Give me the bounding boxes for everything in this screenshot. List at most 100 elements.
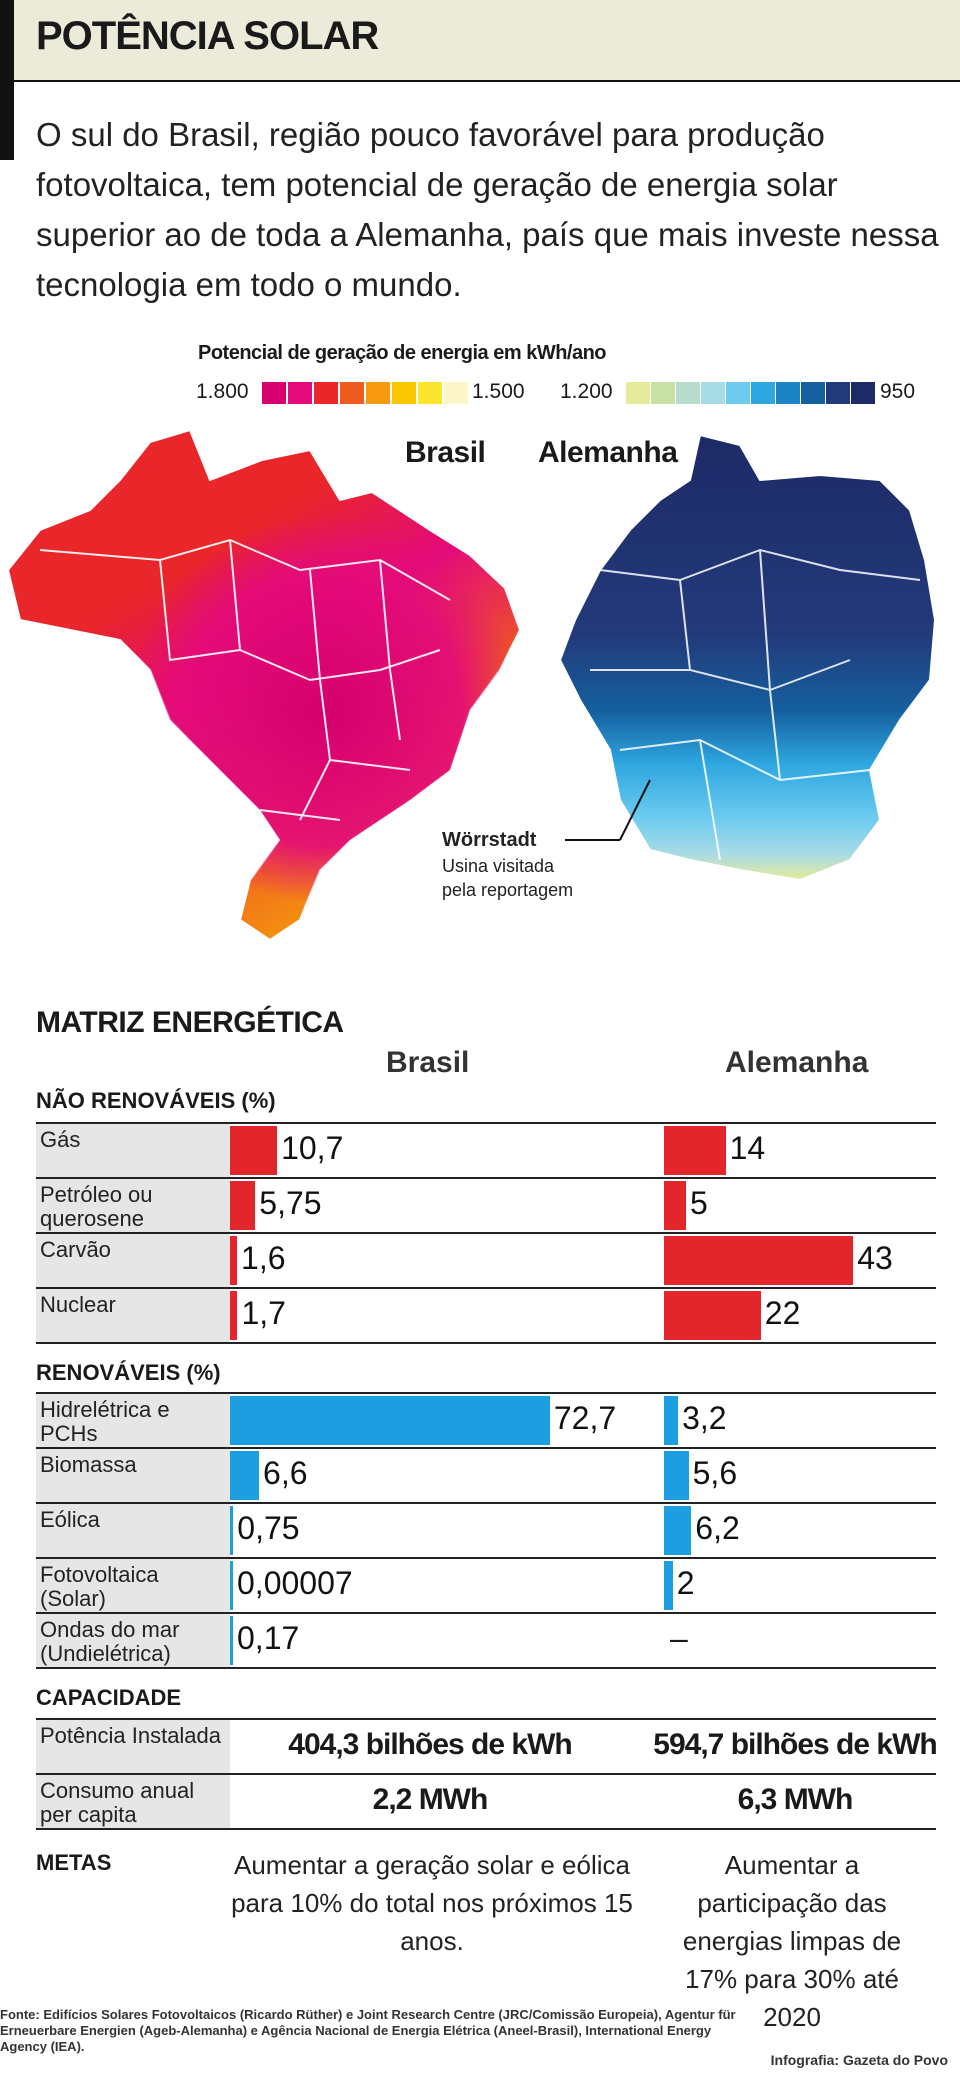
capacity-row-line — [36, 1773, 936, 1775]
renew-bar-brasil — [230, 1561, 233, 1610]
nonrenew-row-label: Petróleo ou querosene — [40, 1182, 153, 1231]
renew-label-bg — [36, 1449, 230, 1502]
capacity-row-label: Potência Instalada — [40, 1723, 222, 1748]
capacity-value-brasil: 2,2 MWh — [372, 1783, 489, 1816]
legend-label-mid2: 1.200 — [560, 380, 613, 403]
nonrenew-value-alemanha: 5 — [690, 1185, 708, 1221]
legend-swatch-cool-9 — [851, 382, 875, 404]
renew-value-alemanha: 5,6 — [692, 1455, 738, 1491]
legend-swatch-cool-1 — [651, 382, 675, 404]
col-head-alemanha: Alemanha — [725, 1046, 869, 1079]
renew-bar-brasil — [230, 1506, 234, 1555]
nonrenew-value-brasil: 1,6 — [241, 1240, 286, 1276]
nonrenew-value-alemanha: 43 — [857, 1240, 893, 1276]
legend-label-max: 1.800 — [196, 380, 249, 403]
nonrenew-label-bg — [36, 1179, 230, 1232]
renew-value-alemanha: 2 — [676, 1565, 695, 1601]
legend-title: Potencial de geração de energia em kWh/a… — [198, 342, 607, 364]
renew-label-bg — [36, 1504, 230, 1557]
source-note: Fonte: Edifícios Solares Fotovoltaicos (… — [0, 2007, 736, 2054]
renew-bar-alemanha — [664, 1506, 692, 1555]
renew-bar-brasil — [230, 1451, 260, 1500]
legend-swatch-cool-0 — [626, 382, 650, 404]
renew-label-bg — [36, 1394, 230, 1447]
renew-row-label: Fotovoltaica (Solar) — [40, 1562, 159, 1611]
nonrenew-bar-brasil — [230, 1181, 256, 1230]
renew-row-label: Eólica — [40, 1507, 100, 1532]
nonrenew-value-alemanha: 22 — [764, 1295, 801, 1331]
renew-value-brasil: 0,75 — [237, 1510, 300, 1546]
legend-swatch-warm-4 — [366, 382, 390, 404]
capacity-value-alemanha: 594,7 bilhões de kWh — [653, 1728, 937, 1761]
renew-bar-alemanha — [664, 1396, 679, 1445]
metas-brasil: Aumentar a geração solar e eólica para 1… — [231, 1850, 633, 1956]
nonrenew-row-label: Gás — [40, 1127, 81, 1152]
renew-row-line — [36, 1612, 936, 1614]
legend-swatch-cool-5 — [751, 382, 775, 404]
legend-swatch-warm-5 — [392, 382, 416, 404]
map-label-alemanha: Alemanha — [538, 436, 678, 469]
nonrenew-value-alemanha: 14 — [729, 1130, 766, 1166]
nonrenew-row-line — [36, 1287, 936, 1289]
renew-row-label: Ondas do mar (Undielétrica) — [40, 1617, 180, 1666]
maps-svg — [6, 428, 937, 942]
renew-row-line — [36, 1392, 936, 1394]
nonrenew-label-bg — [36, 1124, 230, 1177]
renew-title: RENOVÁVEIS (%) — [36, 1360, 221, 1385]
capacity-value-brasil: 404,3 bilhões de kWh — [288, 1728, 572, 1761]
nonrenew-bar-alemanha — [664, 1236, 854, 1285]
capacity-row-label: Consumo anual per capita — [40, 1778, 195, 1827]
title-divider — [14, 80, 960, 82]
nonrenew-value-brasil: 1,7 — [241, 1295, 286, 1331]
renew-row-label: Hidrelétrica e PCHs — [40, 1397, 170, 1446]
nonrenew-label-bg — [36, 1234, 230, 1287]
map-label-brasil: Brasil — [405, 436, 486, 469]
nonrenew-bar-brasil — [230, 1126, 278, 1175]
renew-bar-alemanha — [664, 1451, 689, 1500]
capacity-value-alemanha: 6,3 MWh — [737, 1783, 854, 1816]
nonrenew-title: NÃO RENOVÁVEIS (%) — [36, 1088, 276, 1113]
renew-value-brasil: 72,7 — [553, 1400, 617, 1436]
capacity-row-line — [36, 1718, 936, 1720]
credit: Infografia: Gazeta do Povo — [770, 2052, 948, 2068]
renew-row-line — [36, 1502, 936, 1504]
renew-value-alemanha: 3,2 — [682, 1400, 727, 1436]
renew-value-brasil: 0,17 — [237, 1620, 300, 1656]
renew-bar-alemanha — [664, 1561, 673, 1610]
renew-value-brasil: 0,00007 — [237, 1565, 353, 1601]
legend-swatch-warm-6 — [418, 382, 442, 404]
metas-alemanha: Aumentar a participação das energias lim… — [682, 1850, 902, 2032]
renew-row-label: Biomassa — [40, 1452, 137, 1477]
renew-value-brasil: 6,6 — [263, 1455, 308, 1491]
title-bar — [0, 0, 960, 80]
lede-text: O sul do Brasil, região pouco favorável … — [36, 116, 939, 303]
legend-swatch-warm-1 — [288, 382, 312, 404]
capacity-label-bg — [36, 1720, 230, 1773]
capacity-row-line-end — [36, 1828, 936, 1830]
legend-swatch-warm-2 — [314, 382, 338, 404]
nonrenew-label-bg — [36, 1289, 230, 1342]
page-title: POTÊNCIA SOLAR — [36, 14, 379, 58]
matrix-title: MATRIZ ENERGÉTICA — [36, 1006, 344, 1039]
renew-row-line — [36, 1557, 936, 1559]
nonrenew-row-line-end — [36, 1342, 936, 1344]
legend-label-mid1: 1.500 — [472, 380, 525, 403]
nonrenew-value-brasil: 5,75 — [259, 1185, 322, 1221]
nonrenew-bar-brasil — [230, 1236, 238, 1285]
metas-title: METAS — [36, 1850, 112, 1875]
nonrenew-bar-alemanha — [664, 1126, 726, 1175]
legend-swatch-warm-7 — [444, 382, 468, 404]
city-note-1: Usina visitada — [442, 856, 555, 876]
nonrenew-bar-alemanha — [664, 1291, 761, 1340]
legend-swatch-warm-3 — [340, 382, 364, 404]
legend-swatch-cool-2 — [676, 382, 700, 404]
legend-swatch-cool-8 — [826, 382, 850, 404]
nonrenew-row-line — [36, 1177, 936, 1179]
title-rule — [0, 0, 14, 160]
col-head-brasil: Brasil — [386, 1046, 470, 1079]
renew-row-line-end — [36, 1667, 936, 1669]
legend-swatch-cool-7 — [801, 382, 825, 404]
renew-value-alemanha: 6,2 — [695, 1510, 740, 1546]
city-name: Wörrstadt — [442, 829, 537, 851]
